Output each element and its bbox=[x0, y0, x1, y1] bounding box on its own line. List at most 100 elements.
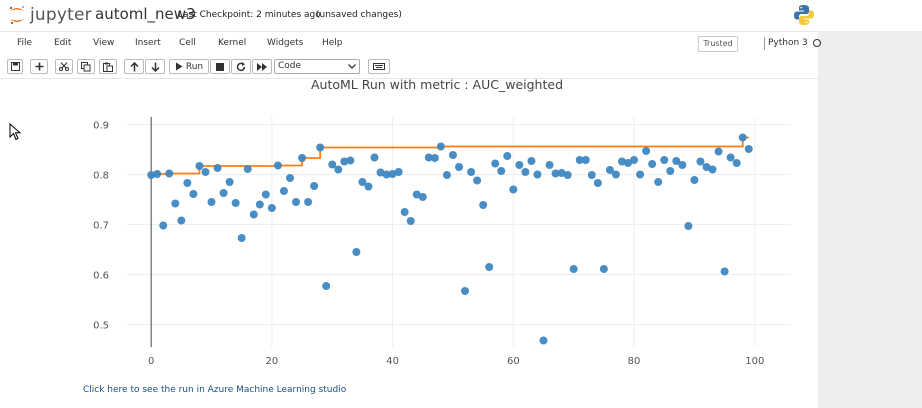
scatter-point bbox=[370, 153, 379, 162]
scatter-point bbox=[479, 201, 488, 209]
scatter-point bbox=[720, 267, 729, 276]
mouse-pointer-icon bbox=[9, 123, 21, 141]
cut-button[interactable] bbox=[55, 59, 73, 74]
chevron-down-icon bbox=[348, 64, 356, 69]
restart-button[interactable] bbox=[231, 59, 251, 74]
scatter-point bbox=[412, 190, 421, 199]
kernel-name[interactable]: Python 3 bbox=[768, 38, 808, 48]
scatter-point bbox=[183, 179, 192, 187]
x-tick-label: 40 bbox=[386, 356, 399, 367]
menu-cell[interactable]: Cell bbox=[179, 38, 196, 48]
scatter-point bbox=[467, 168, 476, 176]
scatter-point bbox=[690, 176, 699, 184]
restart-run-all-button[interactable] bbox=[252, 59, 272, 74]
chart-gridlines bbox=[127, 117, 791, 347]
jupyter-logo[interactable]: jupyter bbox=[8, 3, 92, 27]
page-right-margin bbox=[818, 79, 922, 408]
scatter-point bbox=[292, 198, 301, 206]
y-tick-label: 0.6 bbox=[93, 271, 109, 282]
scatter-point bbox=[491, 159, 500, 168]
scatter-point bbox=[243, 165, 252, 173]
scatter-point bbox=[165, 169, 174, 178]
plus-icon bbox=[35, 62, 43, 71]
scatter-point bbox=[515, 161, 524, 169]
scatter-point bbox=[195, 162, 204, 170]
scatter-point bbox=[334, 165, 343, 174]
scatter-point bbox=[611, 170, 620, 179]
scatter-point bbox=[485, 263, 494, 271]
x-tick-label: 100 bbox=[745, 356, 764, 367]
scatter-point bbox=[527, 157, 536, 165]
scatter-point bbox=[418, 193, 427, 201]
menu-widgets[interactable]: Widgets bbox=[267, 38, 304, 48]
scatter-point bbox=[624, 159, 633, 167]
scatter-point bbox=[177, 216, 186, 225]
scatter-point bbox=[593, 179, 602, 187]
scatter-point bbox=[147, 171, 156, 179]
scatter-point bbox=[636, 170, 645, 179]
scatter-point bbox=[654, 178, 663, 186]
scatter-point bbox=[219, 189, 228, 197]
trusted-indicator[interactable]: Trusted bbox=[698, 36, 738, 52]
scatter-point bbox=[587, 171, 596, 179]
scatter-point bbox=[630, 156, 639, 164]
menu-help[interactable]: Help bbox=[322, 38, 343, 48]
chart-title: AutoML Run with metric : AUC_weighted bbox=[311, 79, 563, 92]
scatter-point bbox=[261, 190, 270, 199]
save-button[interactable] bbox=[7, 59, 23, 74]
scatter-point bbox=[310, 182, 319, 190]
scatter-point bbox=[340, 157, 349, 166]
menu-edit[interactable]: Edit bbox=[54, 38, 72, 48]
scatter-point bbox=[279, 187, 288, 195]
menu-file[interactable]: File bbox=[17, 38, 33, 48]
paste-button[interactable] bbox=[99, 59, 117, 74]
scatter-point bbox=[726, 153, 735, 162]
scatter-point bbox=[376, 168, 385, 177]
scatter-point bbox=[551, 169, 560, 178]
azure-studio-link[interactable]: Click here to see the run in Azure Machi… bbox=[83, 385, 347, 395]
run-icon bbox=[175, 62, 183, 71]
notebook-name[interactable]: automl_new3 bbox=[95, 5, 196, 23]
copy-button[interactable] bbox=[77, 59, 95, 74]
scatter-point bbox=[605, 166, 614, 174]
scatter-point bbox=[461, 287, 470, 295]
x-tick-label: 80 bbox=[628, 356, 641, 367]
save-icon bbox=[10, 62, 20, 71]
menu-view[interactable]: View bbox=[93, 38, 115, 48]
command-palette-button[interactable] bbox=[368, 59, 390, 74]
menu-insert[interactable]: Insert bbox=[135, 38, 161, 48]
scatter-point bbox=[430, 154, 439, 162]
scatter-point bbox=[545, 161, 554, 169]
scatter-point bbox=[255, 200, 264, 209]
x-tick-label: 60 bbox=[507, 356, 520, 367]
menu-kernel[interactable]: Kernel bbox=[218, 38, 247, 48]
scatter-point bbox=[364, 182, 373, 191]
move-up-button[interactable] bbox=[124, 59, 144, 74]
move-down-button[interactable] bbox=[145, 59, 165, 74]
menu-bar: File Edit View Insert Cell Kernel Widget… bbox=[0, 31, 821, 57]
scatter-point bbox=[358, 178, 367, 186]
scatter-point bbox=[678, 161, 687, 169]
scatter-point bbox=[436, 142, 445, 151]
y-tick-label: 0.8 bbox=[93, 171, 109, 182]
scatter-point bbox=[599, 265, 608, 273]
arrow-up-icon bbox=[129, 61, 139, 71]
scatter-point bbox=[322, 282, 331, 290]
run-button[interactable]: Run bbox=[169, 59, 209, 74]
scatter-point bbox=[617, 157, 626, 166]
scatter-point bbox=[581, 156, 590, 164]
scatter-points bbox=[147, 133, 753, 345]
scatter-point bbox=[153, 170, 162, 178]
cell-type-select[interactable]: Code bbox=[274, 59, 360, 74]
cut-icon bbox=[59, 62, 69, 71]
scatter-point bbox=[237, 234, 246, 242]
scatter-point bbox=[406, 217, 415, 225]
x-tick-label: 20 bbox=[266, 356, 279, 367]
scatter-point bbox=[702, 163, 711, 171]
interrupt-button[interactable] bbox=[210, 59, 230, 74]
scatter-point bbox=[328, 160, 337, 169]
insert-cell-button[interactable] bbox=[30, 59, 48, 74]
scatter-point bbox=[473, 176, 482, 185]
scatter-point bbox=[672, 157, 681, 165]
scatter-point bbox=[442, 171, 451, 179]
